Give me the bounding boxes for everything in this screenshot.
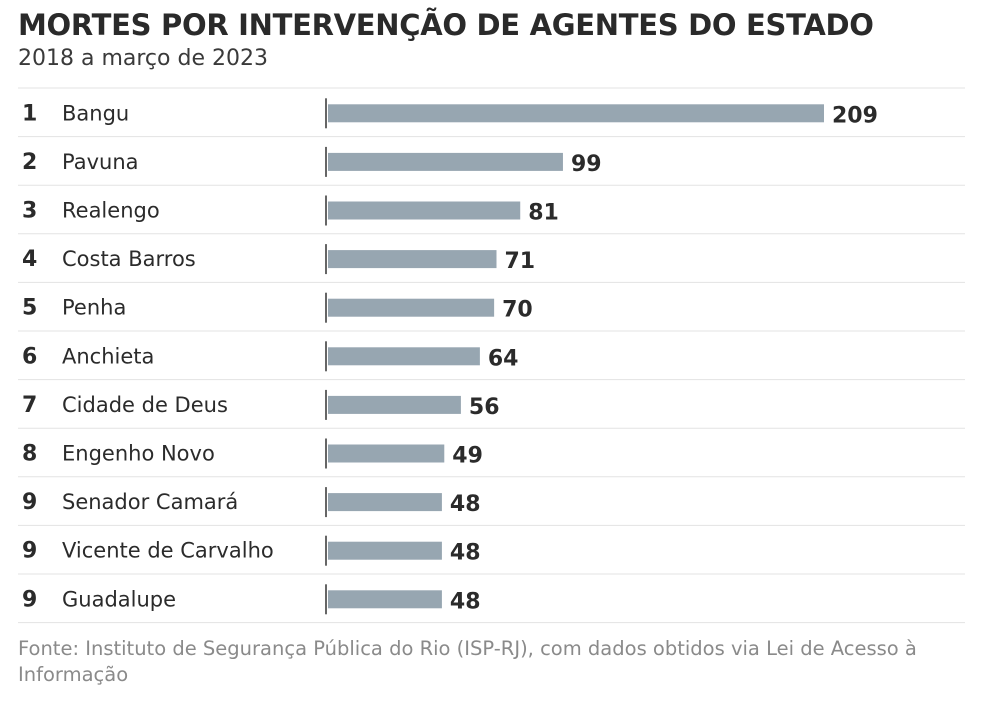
data-label: 71 xyxy=(504,249,535,274)
rank-label: 8 xyxy=(22,442,37,467)
rank-label: 2 xyxy=(22,150,37,175)
category-label: Guadalupe xyxy=(62,587,176,611)
bar xyxy=(328,347,480,366)
bar xyxy=(328,590,442,609)
data-label: 209 xyxy=(832,103,878,128)
data-label: 49 xyxy=(452,444,483,469)
bar xyxy=(328,395,461,414)
rank-label: 3 xyxy=(22,199,37,224)
category-label: Pavuna xyxy=(62,150,139,174)
bar xyxy=(328,104,824,123)
category-label: Senador Camará xyxy=(62,490,238,514)
rank-label: 9 xyxy=(22,587,37,612)
rank-label: 9 xyxy=(22,490,37,515)
bar xyxy=(328,250,497,269)
rank-label: 7 xyxy=(22,393,37,418)
category-label: Bangu xyxy=(62,101,129,125)
data-label: 48 xyxy=(450,541,481,566)
bar xyxy=(328,444,445,463)
chart-subtitle: 2018 a março de 2023 xyxy=(18,46,268,71)
data-label: 48 xyxy=(450,492,481,517)
bar xyxy=(328,298,495,317)
bar xyxy=(328,201,521,220)
category-label: Engenho Novo xyxy=(62,442,215,466)
rank-label: 4 xyxy=(22,247,37,272)
bar xyxy=(328,152,563,171)
category-label: Cidade de Deus xyxy=(62,393,228,417)
category-label: Vicente de Carvalho xyxy=(62,539,274,563)
category-label: Costa Barros xyxy=(62,247,196,271)
data-label: 48 xyxy=(450,589,481,614)
data-label: 56 xyxy=(469,395,500,420)
chart-title: MORTES POR INTERVENÇÃO DE AGENTES DO EST… xyxy=(18,8,874,42)
category-label: Realengo xyxy=(62,199,160,223)
data-label: 64 xyxy=(488,346,519,371)
category-label: Penha xyxy=(62,296,126,320)
data-label: 99 xyxy=(571,152,602,177)
data-label: 70 xyxy=(502,298,533,323)
rank-label: 6 xyxy=(22,344,37,369)
rank-label: 1 xyxy=(22,101,37,126)
source-note: Fonte: Instituto de Segurança Pública do… xyxy=(18,637,917,686)
bar xyxy=(328,493,442,512)
rank-label: 5 xyxy=(22,296,37,321)
category-label: Anchieta xyxy=(62,344,154,368)
rank-label: 9 xyxy=(22,539,37,564)
data-label: 81 xyxy=(528,201,559,226)
bar xyxy=(328,541,442,560)
